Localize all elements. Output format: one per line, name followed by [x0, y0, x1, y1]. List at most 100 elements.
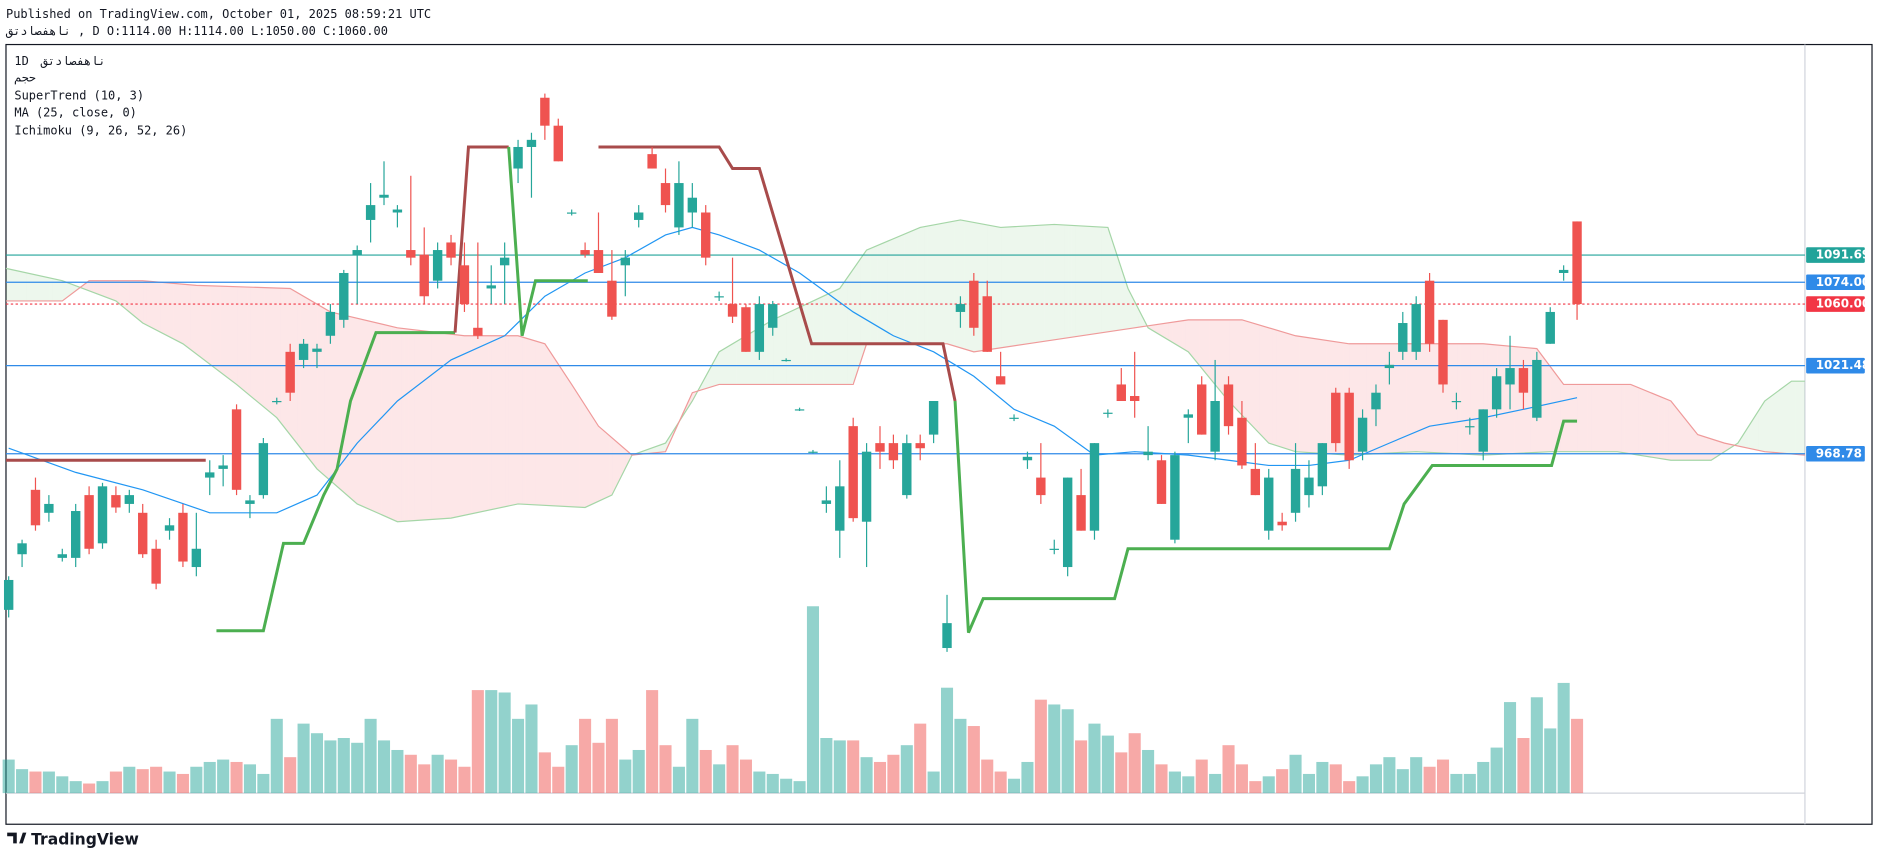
cloud-fill — [294, 290, 298, 444]
candle-body — [17, 543, 27, 555]
candle-body — [432, 250, 443, 281]
cloud-fill — [217, 286, 221, 373]
cloud-fill — [327, 310, 332, 482]
cloud-fill — [364, 320, 368, 509]
volume-bar — [243, 764, 256, 794]
volume-bar — [1008, 778, 1021, 794]
cloud-fill — [1547, 362, 1551, 452]
cloud-fill — [1071, 225, 1076, 338]
cloud-fill — [1309, 337, 1313, 453]
cloud-fill — [1148, 325, 1153, 331]
price-label-bg — [1806, 445, 1865, 462]
volume-bar — [69, 781, 82, 794]
cloud-fill — [619, 444, 623, 481]
candle-body — [379, 194, 389, 198]
cloud-fill — [69, 283, 74, 296]
volume-bar — [847, 740, 860, 794]
price-label: 1060.00 — [1816, 297, 1871, 311]
cloud-fill — [324, 308, 328, 479]
volume-bar — [512, 718, 525, 794]
cloud-fill — [1788, 381, 1793, 455]
candle-body — [365, 205, 376, 220]
volume-bar — [1115, 752, 1128, 794]
cloud-fill — [237, 286, 241, 388]
candle-body — [84, 495, 94, 549]
volume-bar — [284, 757, 297, 794]
cloud-fill — [800, 305, 804, 385]
indicator-lines — [5, 145, 1805, 634]
cloud-fill — [1115, 249, 1119, 331]
candle-body — [151, 548, 161, 584]
cloud-fill — [357, 318, 362, 506]
cloud-fill — [49, 277, 53, 301]
cloud-fill — [495, 335, 499, 509]
cloud-fill — [1232, 319, 1236, 409]
cloud-fill — [431, 331, 435, 520]
volume-bar — [1396, 769, 1409, 794]
cloud-fill — [143, 280, 147, 326]
cloud-fill — [1795, 381, 1799, 455]
cloud-fill — [1430, 343, 1434, 453]
cloud-fill — [481, 335, 486, 512]
cloud-fill — [1664, 398, 1669, 460]
volume-bar — [458, 766, 471, 794]
volume-bar — [297, 723, 310, 794]
volume-bar — [806, 606, 820, 794]
volume-bar — [739, 759, 752, 794]
cloud-fill — [468, 335, 472, 515]
volume-bar — [203, 761, 216, 794]
cloud-fill — [900, 234, 905, 344]
volume-bar — [1302, 773, 1315, 794]
cloud-fill — [344, 315, 348, 496]
candle-body — [1049, 548, 1059, 550]
volume-bar — [2, 759, 15, 794]
cloud-fill — [867, 248, 871, 344]
volume-bar — [42, 771, 55, 794]
candle-body — [620, 257, 630, 266]
cloud-fill — [843, 277, 848, 385]
candle-body — [754, 304, 765, 352]
cloud-fill — [96, 280, 100, 295]
cloud-fill — [1266, 326, 1270, 444]
cloud-fill — [585, 406, 590, 508]
price-label-bg — [1806, 296, 1865, 312]
cloud-fill — [776, 316, 781, 385]
cloud-fill — [1772, 393, 1776, 453]
candle-body — [553, 125, 563, 162]
cloud-fill — [890, 238, 895, 344]
cloud-fill — [59, 280, 63, 301]
cloud-fill — [478, 335, 482, 513]
candle-body — [191, 548, 202, 568]
supertrend-line — [598, 145, 957, 402]
volume-bar — [940, 687, 954, 794]
volume-bar — [1316, 761, 1329, 794]
cloud-fill — [505, 335, 509, 507]
cloud-fill — [837, 287, 841, 385]
cloud-fill — [1162, 323, 1166, 339]
cloud-fill — [243, 286, 248, 394]
volume-bar — [257, 773, 270, 794]
volume-bar — [994, 771, 1007, 794]
supertrend-line — [507, 146, 588, 337]
candle-body — [794, 409, 805, 411]
cloud-fill — [1202, 319, 1206, 373]
cloud-fill — [12, 269, 17, 301]
cloud-fill — [491, 335, 496, 510]
cloud-fill — [1473, 343, 1478, 455]
cloud-fill — [1755, 410, 1759, 451]
cloud-fill — [1567, 384, 1572, 452]
cloud-fill — [1550, 367, 1555, 452]
cloud-fill — [1205, 319, 1210, 378]
cloud-fill — [934, 224, 938, 344]
cloud-fill — [465, 335, 469, 516]
cloud-fill — [163, 282, 167, 336]
candle-body — [298, 343, 309, 360]
chart-frame — [5, 43, 1873, 825]
volume-bar — [1048, 704, 1061, 794]
volume-bar — [1075, 740, 1088, 794]
volume-bar — [1168, 771, 1181, 794]
cloud-fill — [458, 335, 462, 517]
candle-body — [687, 197, 698, 213]
cloud-fill — [1798, 381, 1803, 455]
legend: 1D ناهفصادتق حجم SuperTrend (10, 3) MA (… — [14, 54, 187, 137]
